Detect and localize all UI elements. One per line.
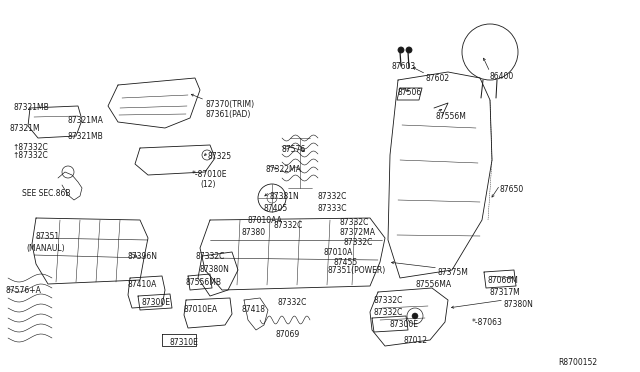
Text: 87380N: 87380N (504, 300, 534, 309)
Text: SEE SEC.86B: SEE SEC.86B (22, 189, 70, 198)
Text: 87317M: 87317M (490, 288, 521, 297)
Text: 87010EA: 87010EA (184, 305, 218, 314)
Text: 87012: 87012 (404, 336, 428, 345)
Text: 87351: 87351 (36, 232, 60, 241)
Text: 87410A: 87410A (128, 280, 157, 289)
Text: 87332C: 87332C (318, 192, 348, 201)
Text: 87372MA: 87372MA (340, 228, 376, 237)
Circle shape (406, 47, 412, 53)
Text: 87010A: 87010A (324, 248, 353, 257)
Text: 87332C: 87332C (196, 252, 225, 261)
Text: 87332C: 87332C (344, 238, 373, 247)
Text: 87069: 87069 (276, 330, 300, 339)
Text: 87380: 87380 (242, 228, 266, 237)
Text: 87010AA: 87010AA (248, 216, 283, 225)
Text: 87332C: 87332C (374, 296, 403, 305)
Text: 87332C: 87332C (274, 221, 303, 230)
Text: 87380N: 87380N (200, 265, 230, 274)
Text: 87361(PAD): 87361(PAD) (205, 110, 250, 119)
Text: (MANAUL): (MANAUL) (26, 244, 65, 253)
Text: 87418: 87418 (242, 305, 266, 314)
Text: *-87010E: *-87010E (192, 170, 227, 179)
Text: 87066M: 87066M (488, 276, 519, 285)
Text: *-87063: *-87063 (472, 318, 503, 327)
Text: 87321MA: 87321MA (68, 116, 104, 125)
Text: 87576: 87576 (282, 145, 307, 154)
Text: 87556M: 87556M (436, 112, 467, 121)
Text: 87321M: 87321M (10, 124, 40, 133)
Text: 87556MB: 87556MB (186, 278, 222, 287)
Text: 87332C: 87332C (340, 218, 369, 227)
Text: (12): (12) (200, 180, 216, 189)
Text: 87602: 87602 (426, 74, 450, 83)
Text: 87321MB: 87321MB (68, 132, 104, 141)
Text: R8700152: R8700152 (558, 358, 597, 367)
Text: 87381N: 87381N (270, 192, 300, 201)
Circle shape (398, 47, 404, 53)
Text: 87506: 87506 (398, 88, 422, 97)
Text: 87351(POWER): 87351(POWER) (328, 266, 387, 275)
Text: 87556MA: 87556MA (415, 280, 451, 289)
Text: 86400: 86400 (490, 72, 515, 81)
Text: 87396N: 87396N (128, 252, 158, 261)
Text: 87300E: 87300E (142, 298, 171, 307)
Text: ↑87332C: ↑87332C (12, 151, 48, 160)
Text: 87325: 87325 (208, 152, 232, 161)
Text: 87405: 87405 (264, 204, 288, 213)
Text: 87650: 87650 (500, 185, 524, 194)
Circle shape (412, 313, 418, 319)
Text: 87375M: 87375M (438, 268, 469, 277)
Text: 87310E: 87310E (170, 338, 199, 347)
Text: 87576+A: 87576+A (6, 286, 42, 295)
Text: 87455: 87455 (334, 258, 358, 267)
Text: 87332C: 87332C (278, 298, 307, 307)
Text: 87603: 87603 (392, 62, 416, 71)
Text: 87321MB: 87321MB (14, 103, 50, 112)
Text: 87333C: 87333C (318, 204, 348, 213)
Text: ↑87332C: ↑87332C (12, 143, 48, 152)
Text: 87300E: 87300E (390, 320, 419, 329)
Text: 87322MA: 87322MA (266, 165, 302, 174)
Text: 87332C: 87332C (374, 308, 403, 317)
Text: 87370(TRIM): 87370(TRIM) (205, 100, 254, 109)
